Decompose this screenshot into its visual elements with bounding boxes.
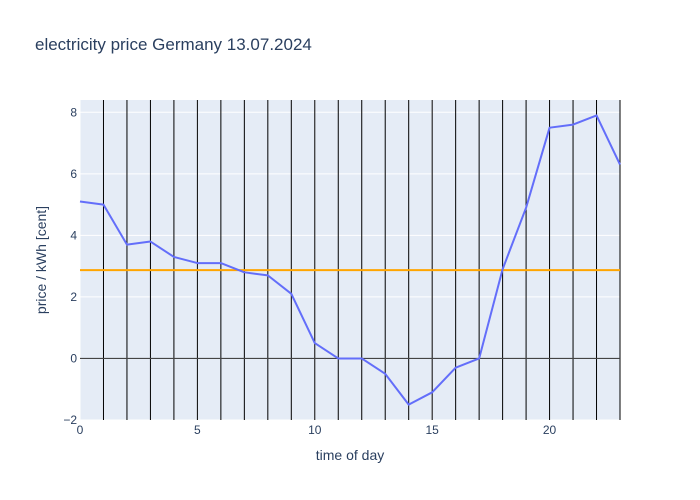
x-axis-title: time of day bbox=[316, 447, 384, 463]
y-tick-label: 2 bbox=[70, 290, 77, 304]
price-series-line bbox=[79, 114, 621, 406]
series-layer bbox=[79, 114, 621, 406]
y-tick-label: 0 bbox=[70, 351, 77, 365]
y-tick-label: −2 bbox=[63, 413, 77, 427]
x-tick-label: 20 bbox=[543, 423, 557, 437]
y-tick-label: 6 bbox=[70, 167, 77, 181]
x-tick-label: 0 bbox=[77, 423, 84, 437]
hour-markers bbox=[102, 100, 621, 420]
y-tick-label: 4 bbox=[70, 228, 77, 242]
chart-title: electricity price Germany 13.07.2024 bbox=[35, 35, 312, 54]
x-tick-label: 15 bbox=[425, 423, 439, 437]
y-tick-label: 8 bbox=[70, 105, 77, 119]
plot-area bbox=[80, 100, 620, 420]
y-axis-title: price / kWh [cent] bbox=[33, 206, 49, 314]
x-tick-label: 10 bbox=[308, 423, 322, 437]
x-tick-label: 5 bbox=[194, 423, 201, 437]
